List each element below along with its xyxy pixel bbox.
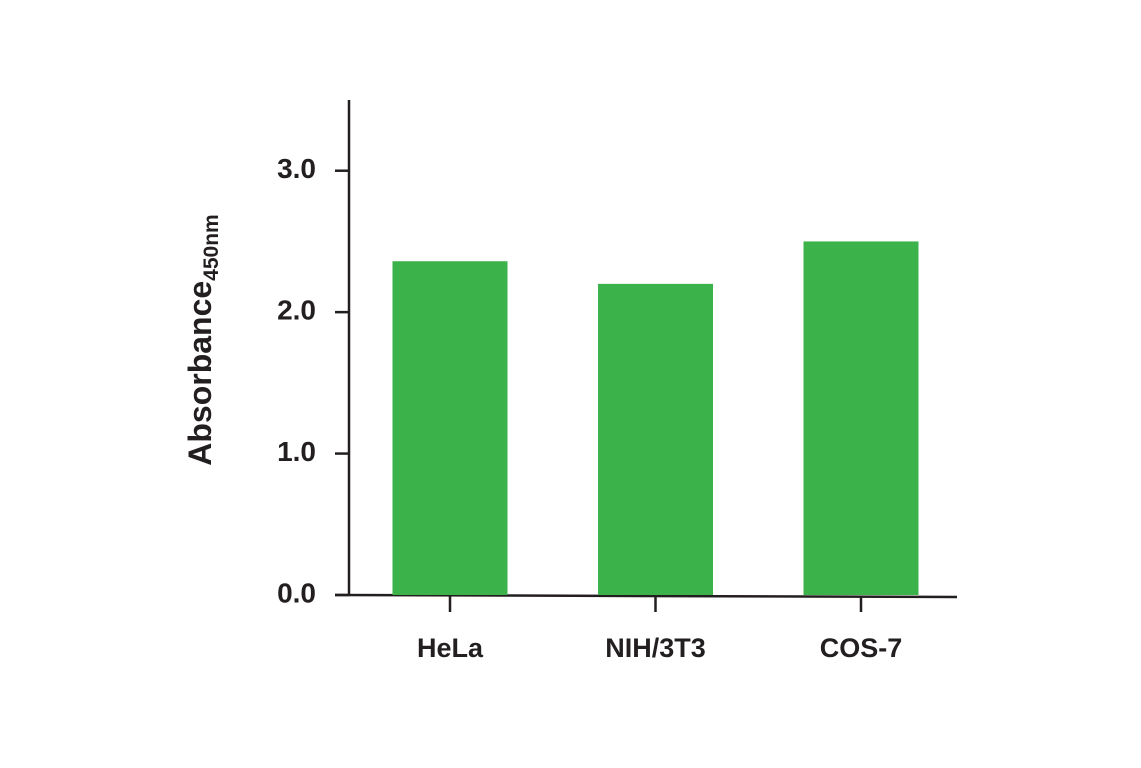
y-axis-label-subscript: 450nm (200, 214, 223, 281)
x-tick-label: HeLa (417, 633, 484, 663)
y-tick-label: 2.0 (277, 295, 316, 326)
bar (598, 283, 713, 595)
bar (392, 261, 508, 595)
y-tick-label: 3.0 (277, 153, 316, 184)
y-axis-label-main: Absorbance (182, 281, 218, 466)
x-axis (334, 593, 958, 599)
y-tick-label: 1.0 (277, 436, 316, 467)
x-tick-label: NIH/3T3 (605, 633, 706, 663)
y-axis-label: Absorbance450nm (182, 214, 222, 465)
y-tick-label: 0.0 (277, 577, 316, 608)
bar (803, 241, 919, 595)
x-tick-label: COS-7 (820, 633, 903, 663)
